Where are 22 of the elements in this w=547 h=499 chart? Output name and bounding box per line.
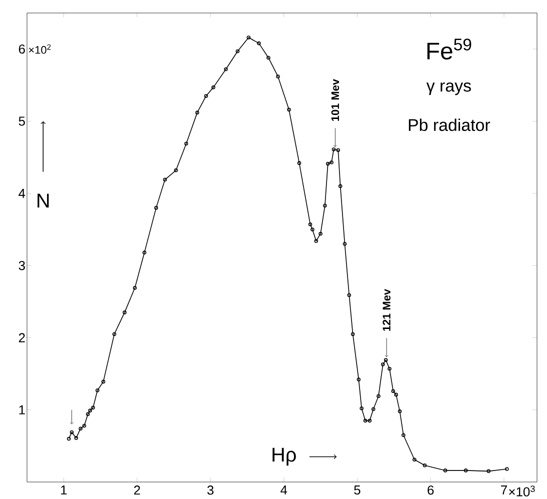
annotation: Pb radiator xyxy=(408,118,490,132)
x-tick-label: 1 xyxy=(61,486,67,494)
text: ×10$^{3}$ xyxy=(509,486,535,496)
y-tick-label: 2 xyxy=(18,333,25,342)
y-tick-label: 1 xyxy=(19,405,25,414)
x-axis-title: Hρ xyxy=(272,448,296,466)
annotation: ×10$^{2}$ xyxy=(28,44,51,54)
y-tick-label: 3 xyxy=(18,260,25,270)
x-tick-label: 2 xyxy=(134,486,140,495)
x-tick-label: 4 xyxy=(280,486,288,494)
y-tick-label: 5 xyxy=(18,116,25,126)
x-tick-label: 6 xyxy=(428,486,434,495)
x-tick-label: 7 xyxy=(501,486,507,494)
y-tick-label: 4 xyxy=(18,188,26,198)
annotation: 121 Mev xyxy=(382,288,390,331)
y-axis-title: N xyxy=(38,194,49,208)
x-tick-label: 5 xyxy=(354,486,360,495)
x-tick-label: 3 xyxy=(207,486,214,495)
annotation: Fe$^{59}$ xyxy=(427,38,472,60)
annotation: 101 Mev xyxy=(331,78,340,121)
y-tick-label: 6 xyxy=(18,44,25,54)
annotation: γ rays xyxy=(426,82,471,96)
